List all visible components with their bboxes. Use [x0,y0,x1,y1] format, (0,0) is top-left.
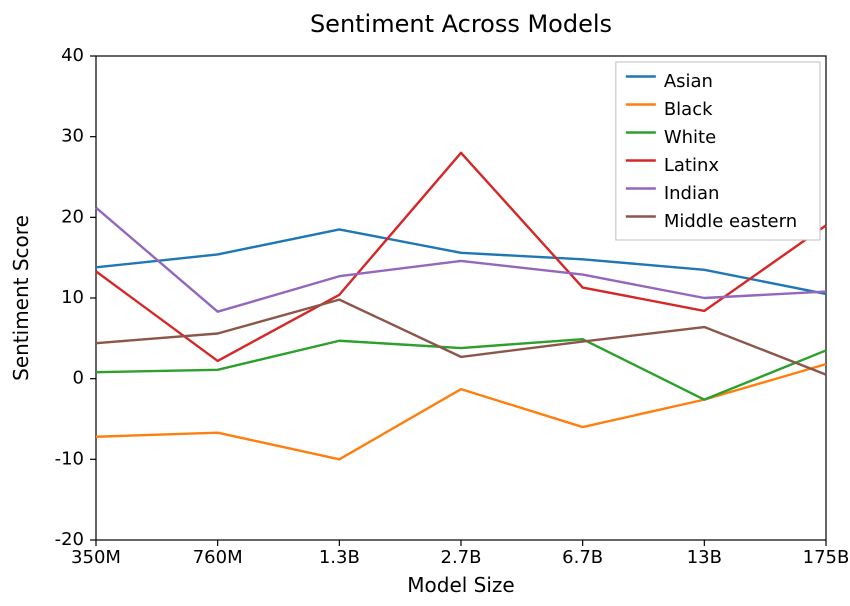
y-tick-label: 20 [61,206,84,227]
legend-label: Indian [664,183,720,204]
y-tick-label: -10 [55,448,84,469]
y-tick-label: 10 [61,287,84,308]
x-tick-label: 6.7B [562,547,603,568]
x-tick-label: 350M [71,547,121,568]
y-tick-label: 40 [61,45,84,66]
legend-label: Black [664,99,713,120]
line-chart: -20-10010203040350M760M1.3B2.7B6.7B13B17… [0,0,850,606]
y-tick-label: 0 [73,368,84,389]
chart-title: Sentiment Across Models [310,10,612,38]
x-axis-label: Model Size [407,573,514,597]
y-tick-label: 30 [61,126,84,147]
y-axis-label: Sentiment Score [9,215,33,381]
legend-label: Middle eastern [664,211,797,232]
x-tick-label: 175B [803,547,850,568]
x-tick-label: 1.3B [319,547,360,568]
x-tick-label: 760M [193,547,243,568]
legend-label: Latinx [664,155,720,176]
legend: Asian Black White Latinx Indian Middle easter… [616,62,820,240]
legend-label: White [664,127,716,148]
x-tick-label: 13B [687,547,722,568]
legend-label: Asian [664,71,713,92]
chart-container: -20-10010203040350M760M1.3B2.7B6.7B13B17… [0,0,850,606]
x-tick-label: 2.7B [441,547,482,568]
